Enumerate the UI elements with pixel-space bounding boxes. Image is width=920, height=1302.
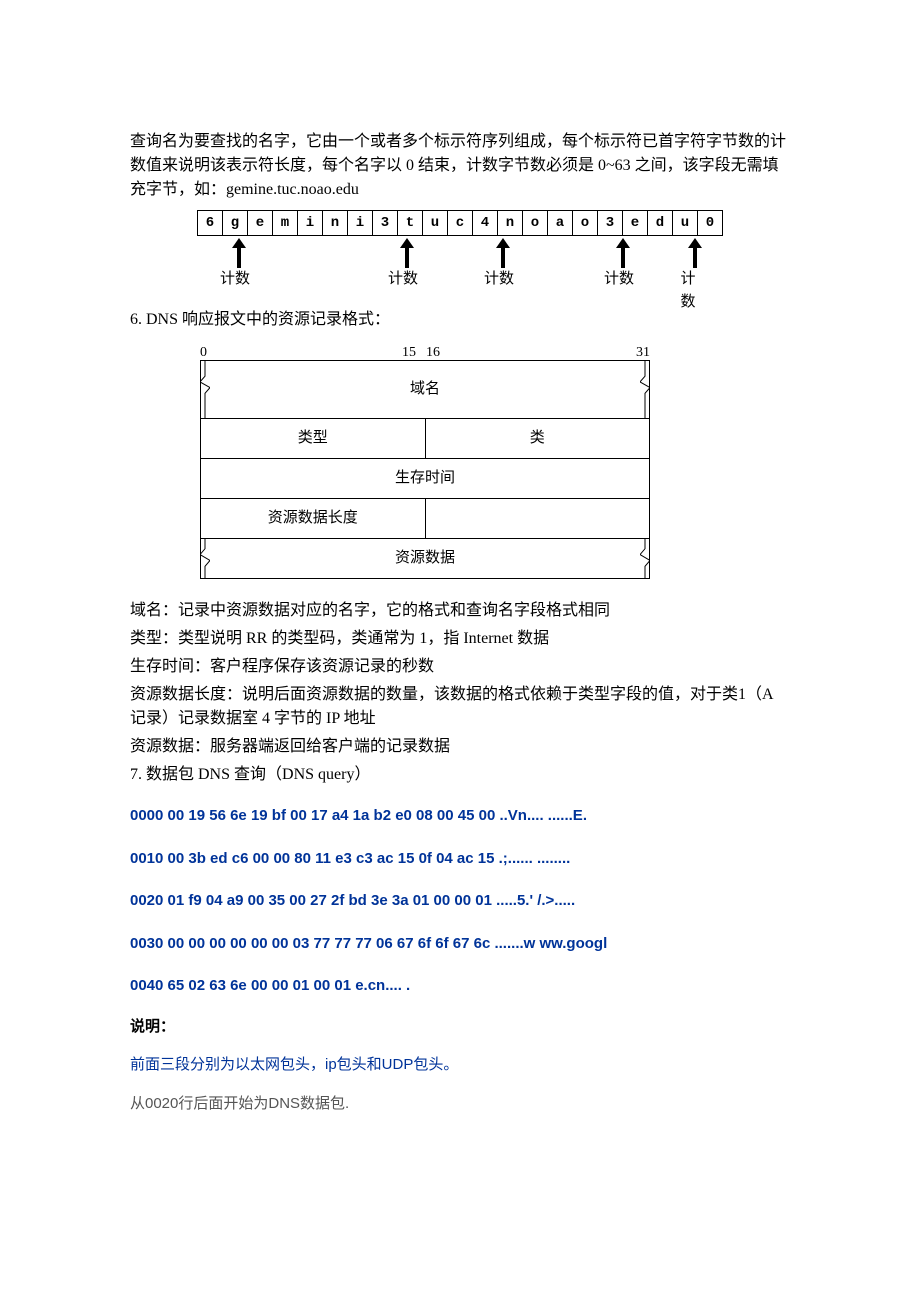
rr-desc-rdata: 资源数据：服务器端返回给客户端的记录数据	[130, 735, 790, 759]
rr-rdata-label: 资源数据	[395, 550, 455, 566]
hex-note-2: 从0020行后面开始为DNS数据包.	[130, 1085, 790, 1116]
byte-cell: 4	[473, 211, 498, 236]
section-7-title: 7. 数据包 DNS 查询（DNS query）	[130, 763, 790, 787]
rr-ttl-cell: 生存时间	[201, 459, 650, 499]
up-arrow-icon	[616, 238, 630, 272]
byte-cell: m	[273, 211, 298, 236]
count-label: 计数	[388, 268, 418, 291]
byte-cell: 6	[198, 211, 223, 236]
byte-cell: o	[523, 211, 548, 236]
rr-desc-domain: 域名：记录中资源数据对应的名字，它的格式和查询名字段格式相同	[130, 599, 790, 623]
rr-rdlen-cell: 资源数据长度	[201, 499, 426, 539]
hex-line-0: 0000 00 19 56 6e 19 bf 00 17 a4 1a b2 e0…	[130, 795, 790, 838]
hex-dump-block: 0000 00 19 56 6e 19 bf 00 17 a4 1a b2 e0…	[130, 795, 790, 1115]
up-arrow-icon	[496, 238, 510, 272]
document-page: 查询名为要查找的名字，它由一个或者多个标示符序列组成，每个标示符已首字符字节数的…	[0, 0, 920, 1175]
up-arrow-icon	[232, 238, 246, 272]
byte-cell: c	[448, 211, 473, 236]
byte-cell: n	[498, 211, 523, 236]
count-label: 计数	[484, 268, 514, 291]
hex-note-title: 说明：	[130, 1008, 790, 1047]
byte-cell: 0	[698, 211, 723, 236]
dns-name-byte-diagram: 6gemini3tuc4noao3edu0 计数计数计数计数计数	[130, 210, 790, 290]
hex-line-2: 0020 01 f9 04 a9 00 35 00 27 2f bd 3e 3a…	[130, 880, 790, 923]
byte-cell: e	[623, 211, 648, 236]
byte-cell: o	[573, 211, 598, 236]
rr-type-cell: 类型	[201, 419, 426, 459]
byte-cell: i	[348, 211, 373, 236]
count-label: 计数	[604, 268, 634, 291]
rr-domain-cell: 域名	[201, 361, 650, 419]
byte-cell: u	[673, 211, 698, 236]
hex-note-1: 前面三段分别为以太网包头，ip包头和UDP包头。	[130, 1046, 790, 1085]
rr-rdlen-empty-cell	[425, 499, 650, 539]
rr-desc-rdlen: 资源数据长度：说明后面资源数据的数量，该数据的格式依赖于类型字段的值，对于类1（…	[130, 683, 790, 731]
hex-line-1: 0010 00 3b ed c6 00 00 80 11 e3 c3 ac 15…	[130, 838, 790, 881]
resource-record-diagram: 0 15 16 31 域名 类型 类 生存时间 资源数据长度	[200, 342, 790, 579]
byte-cell: n	[323, 211, 348, 236]
byte-cell: a	[548, 211, 573, 236]
count-label: 计数	[676, 268, 700, 313]
rr-bit-labels: 0 15 16 31	[200, 342, 650, 360]
byte-cell: i	[298, 211, 323, 236]
byte-cell: 3	[598, 211, 623, 236]
hex-line-4: 0040 65 02 63 6e 00 00 01 00 01 e.cn....…	[130, 965, 790, 1008]
byte-cell: g	[223, 211, 248, 236]
byte-table: 6gemini3tuc4noao3edu0	[197, 210, 723, 236]
rr-domain-label: 域名	[410, 381, 440, 397]
intro-paragraph: 查询名为要查找的名字，它由一个或者多个标示符序列组成，每个标示符已首字符字节数的…	[130, 130, 790, 202]
byte-cell: t	[398, 211, 423, 236]
rr-desc-ttl: 生存时间：客户程序保存该资源记录的秒数	[130, 655, 790, 679]
byte-cell: d	[648, 211, 673, 236]
rr-rdata-cell: 资源数据	[201, 539, 650, 579]
rr-table: 域名 类型 类 生存时间 资源数据长度 资源数据	[200, 360, 650, 579]
count-label: 计数	[220, 268, 250, 291]
up-arrow-icon	[688, 238, 702, 272]
byte-cell: e	[248, 211, 273, 236]
byte-cell: 3	[373, 211, 398, 236]
rr-desc-type: 类型：类型说明 RR 的类型码，类通常为 1，指 Internet 数据	[130, 627, 790, 651]
hex-line-3: 0030 00 00 00 00 00 00 03 77 77 77 06 67…	[130, 923, 790, 966]
up-arrow-icon	[400, 238, 414, 272]
byte-cell: u	[423, 211, 448, 236]
rr-class-cell: 类	[425, 419, 650, 459]
